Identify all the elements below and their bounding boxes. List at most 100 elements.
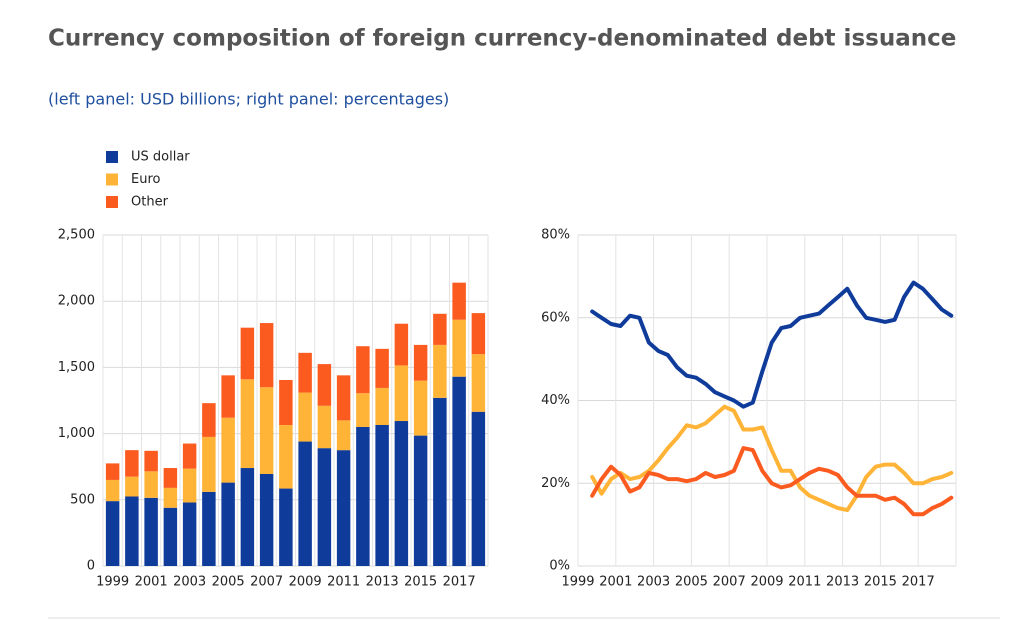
bar-segment (298, 441, 312, 566)
x-tick-label: 2001 (135, 575, 168, 590)
y-tick-label: 2,000 (58, 294, 95, 309)
x-tick-label: 2013 (366, 575, 399, 590)
bar-segment (221, 375, 235, 418)
bar-segment (182, 468, 197, 503)
bar-segment (317, 405, 332, 449)
bar-segment (336, 375, 351, 421)
bar-segment (125, 496, 139, 566)
bar-segment (471, 313, 486, 355)
bar-segment (279, 488, 293, 566)
x-tick-label: 1999 (96, 575, 129, 590)
x-tick-label: 2005 (212, 575, 245, 590)
x-tick-label: 2009 (750, 575, 783, 590)
bar-segment (375, 348, 389, 388)
bar-segment (240, 468, 255, 566)
bar-segment (105, 479, 120, 502)
bar-segment (394, 365, 409, 422)
legend-swatch (106, 196, 118, 208)
bar-segment (375, 424, 389, 566)
bar-segment (452, 319, 466, 377)
bar-segment (336, 420, 351, 451)
bar-segment (394, 323, 409, 366)
line-series (590, 404, 954, 513)
bar-segment (163, 507, 178, 566)
y-tick-label: 1,500 (58, 360, 95, 375)
legend-swatch (106, 173, 118, 186)
y-tick-label: 40% (541, 393, 570, 408)
bar-segment (105, 501, 120, 566)
bar-segment (452, 376, 466, 566)
bar-segment (317, 448, 332, 566)
bar-segment (471, 411, 486, 566)
bar-segment (298, 392, 312, 442)
bar-segment (356, 346, 370, 394)
x-tick-label: 2017 (443, 575, 476, 590)
bar-segment (202, 491, 216, 566)
x-tick-label: 1999 (561, 575, 594, 590)
bar-segment (240, 327, 255, 380)
x-tick-label: 2005 (675, 575, 708, 590)
x-tick-label: 2003 (637, 575, 670, 590)
y-tick-label: 0% (549, 559, 570, 574)
bar-segment (182, 443, 197, 469)
y-tick-label: 60% (541, 310, 570, 325)
x-tick-label: 2001 (599, 575, 632, 590)
legend-label: Other (131, 195, 169, 210)
x-tick-label: 2015 (404, 575, 437, 590)
line-series (590, 446, 954, 517)
bar-segment (279, 424, 293, 489)
bar-segment (163, 468, 178, 488)
page-title: Currency composition of foreign currency… (48, 26, 956, 52)
bar-segment (221, 482, 235, 566)
x-tick-label: 2017 (902, 575, 935, 590)
line-series (590, 280, 954, 409)
legend-swatch (106, 151, 118, 163)
bar-segment (394, 421, 409, 566)
bar-segment (336, 450, 351, 566)
x-tick-label: 2007 (713, 575, 746, 590)
y-tick-label: 1,000 (58, 426, 95, 441)
bar-segment (279, 379, 293, 425)
y-tick-label: 500 (70, 492, 95, 507)
y-tick-label: 20% (541, 476, 570, 491)
y-tick-label: 2,500 (58, 228, 95, 243)
bar-segment (317, 364, 332, 406)
bar-segment (298, 352, 312, 393)
page-subtitle: (left panel: USD billions; right panel: … (48, 90, 449, 109)
legend-label: US dollar (131, 150, 190, 165)
bar-segment (356, 393, 370, 427)
bar-segment (433, 344, 447, 398)
y-tick-label: 0 (87, 559, 95, 574)
x-tick-label: 2009 (289, 575, 322, 590)
bar-segment (452, 282, 466, 320)
bar-segment (144, 471, 158, 498)
bar-segment (182, 502, 197, 566)
x-tick-label: 2011 (327, 575, 360, 590)
bar-segment (202, 403, 216, 437)
bar-segment (433, 397, 447, 566)
bar-segment (105, 463, 120, 480)
x-tick-label: 2007 (250, 575, 283, 590)
bar-segment (471, 354, 486, 412)
x-tick-label: 2003 (173, 575, 206, 590)
bar-segment (259, 323, 274, 388)
bar-segment (259, 473, 274, 566)
x-tick-label: 2011 (788, 575, 821, 590)
bar-segment (413, 435, 428, 566)
x-tick-label: 2015 (864, 575, 897, 590)
bar-segment (144, 497, 158, 566)
bar-segment (125, 476, 139, 497)
bar-segment (375, 387, 389, 425)
bar-segment (433, 313, 447, 345)
bar-segment (413, 380, 428, 436)
bar-segment (202, 436, 216, 492)
legend-label: Euro (131, 172, 161, 187)
bar-segment (356, 426, 370, 566)
bar-segment (125, 450, 139, 477)
bar-segment (259, 387, 274, 474)
bar-segment (240, 379, 255, 469)
y-tick-label: 80% (541, 228, 570, 243)
x-tick-label: 2013 (826, 575, 859, 590)
bar-segment (413, 344, 428, 381)
